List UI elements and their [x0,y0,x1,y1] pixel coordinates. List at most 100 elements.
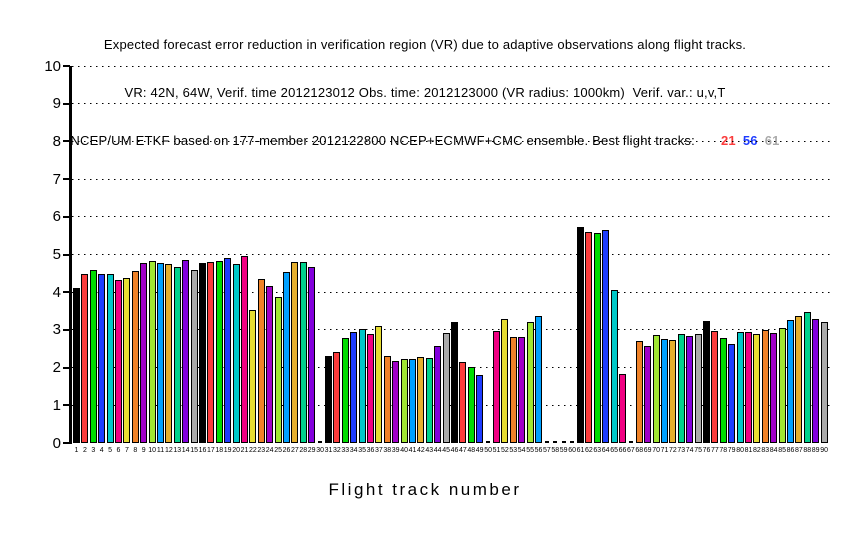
bar-slot-9 [140,263,148,443]
bar-slot-18 [215,261,223,443]
bar-slot-28 [299,262,307,443]
bar-slot-84 [770,333,778,443]
bar-slot-6 [115,280,122,443]
bar-slot-8 [131,271,139,443]
best-track-number-56: 56 [742,133,758,148]
title-line-3: NCEP/UM ETKF based on 177-member 2012122… [0,133,850,149]
x-tick-label: 37 [374,447,383,454]
bar-slot-37 [375,326,383,443]
x-tick-label: 14 [181,447,190,454]
bar-slot-23 [257,279,265,443]
x-tick-label: 72 [668,447,677,454]
bar-slot-7 [123,278,131,443]
bar-slot-80 [736,332,744,443]
x-tick-label: 19 [223,447,232,454]
bar-slot-79 [728,344,736,443]
x-tick-label: 54 [517,447,526,454]
y-tick-label: 6 [52,208,61,226]
x-tick-label: 56 [534,447,543,454]
x-tick-label: 76 [702,447,711,454]
empty-slot-tick-58 [553,441,558,443]
bar-slot-39 [392,361,400,443]
x-tick-label: 75 [694,447,702,454]
x-tick-label: 39 [391,447,400,454]
bar-slot-48 [467,367,475,443]
x-tick-label: 26 [282,447,291,454]
gridline-4 [72,291,831,293]
x-axis-title: Flight track number [328,480,522,499]
gridline-7 [72,178,831,180]
x-tick-label: 5 [108,447,113,454]
y-tick-label: 2 [52,359,61,377]
x-tick-label: 47 [458,447,467,454]
bar-slot-46 [451,322,458,443]
bar-slot-87 [795,316,803,443]
x-tick-label: 90 [820,447,828,454]
bar-slot-71 [661,339,668,443]
x-tick-label: 45 [442,447,450,454]
bar-slot-25 [274,297,282,443]
x-tick-label: 42 [416,447,425,454]
x-tick-label: 77 [710,447,719,454]
x-tick-label: 2 [82,447,87,454]
gridline-9 [72,103,831,105]
y-tick-label: 10 [44,57,61,75]
bar-slot-42 [417,357,425,443]
bar-slot-33 [341,338,349,443]
x-tick-label: 80 [736,447,744,454]
y-tick-label: 4 [52,283,61,301]
bar-slot-15 [190,270,198,443]
x-tick-label: 21 [240,447,249,454]
x-tick-label: 70 [652,447,660,454]
bar-slot-53 [509,337,517,443]
x-tick-label: 33 [341,447,350,454]
title-line-1: Expected forecast error reduction in ver… [103,37,747,52]
chart-header: Expected forecast error reduction in ver… [0,5,850,181]
x-tick-label: 28 [299,447,308,454]
x-tick-label: 30 [316,447,324,454]
x-tick-label: 74 [685,447,694,454]
bar-slot-70 [652,335,660,443]
x-tick-label: 82 [752,447,761,454]
x-tick-label: 27 [290,447,299,454]
y-axis-line [69,66,72,444]
x-tick-label: 44 [433,447,442,454]
best-track-number-61: 61 [764,133,780,148]
x-tick-label: 32 [332,447,341,454]
bar-slot-26 [283,272,290,443]
bar-slot-74 [686,336,694,443]
x-tick-label: 22 [248,447,257,454]
gridline-8 [72,140,831,142]
x-tick-label: 84 [769,447,778,454]
bar-slot-45 [442,333,450,443]
bar-slot-90 [820,322,828,443]
bar-slot-69 [644,346,652,443]
bar-slot-56 [535,316,542,443]
bar-slot-24 [266,286,274,443]
x-tick-label: 85 [778,447,786,454]
bar-slot-85 [778,328,786,443]
x-tick-label: 50 [484,447,492,454]
x-tick-label: 1 [74,447,79,454]
y-tick-7 [63,178,70,181]
x-tick-label: 81 [744,447,753,454]
bar-slot-34 [350,332,358,443]
x-tick-label: 83 [761,447,770,454]
empty-slot-tick-67 [628,441,633,443]
x-tick-label: 89 [811,447,820,454]
x-tick-label: 88 [803,447,812,454]
empty-slot-tick-57 [544,441,549,443]
y-tick-9 [63,102,70,105]
bar-slot-14 [182,260,190,443]
x-tick-label: 58 [551,447,560,454]
x-tick-label: 48 [467,447,476,454]
bar-slot-73 [677,334,685,443]
bar-slot-1 [73,288,80,443]
x-tick-label: 12 [164,447,173,454]
bar-slot-81 [745,332,752,443]
bar-slot-82 [753,334,761,443]
x-tick-label: 24 [265,447,274,454]
bar-slot-2 [81,274,89,443]
empty-slot-tick-59 [561,441,566,443]
bar-slot-65 [610,290,618,443]
